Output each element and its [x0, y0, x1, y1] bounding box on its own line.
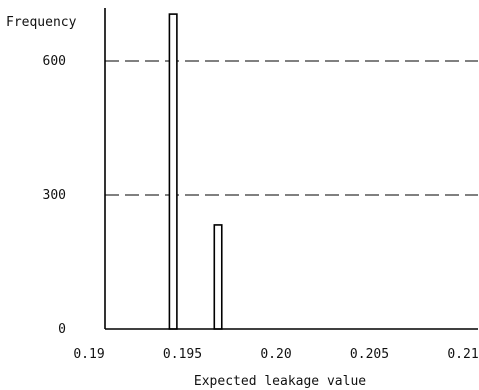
bar-2	[213, 224, 223, 330]
y-tick-label: 300	[43, 188, 66, 203]
y-tick-label: 0	[58, 322, 66, 337]
x-tick-label: 0.19	[73, 347, 104, 362]
x-axis-label: Expected leakage value	[194, 374, 366, 389]
x-tick-label: 0.205	[350, 347, 389, 362]
bar-1	[168, 13, 178, 330]
y-tick-labels: 0 300 600	[43, 54, 66, 337]
x-tick-label: 0.21	[447, 347, 478, 362]
y-axis-label: Frequency	[6, 15, 77, 30]
y-tick-label: 600	[43, 54, 66, 69]
x-tick-label: 0.20	[260, 347, 291, 362]
x-tick-labels: 0.19 0.195 0.20 0.205 0.21	[73, 347, 478, 362]
gridlines	[105, 60, 478, 196]
x-tick-label: 0.195	[163, 347, 202, 362]
